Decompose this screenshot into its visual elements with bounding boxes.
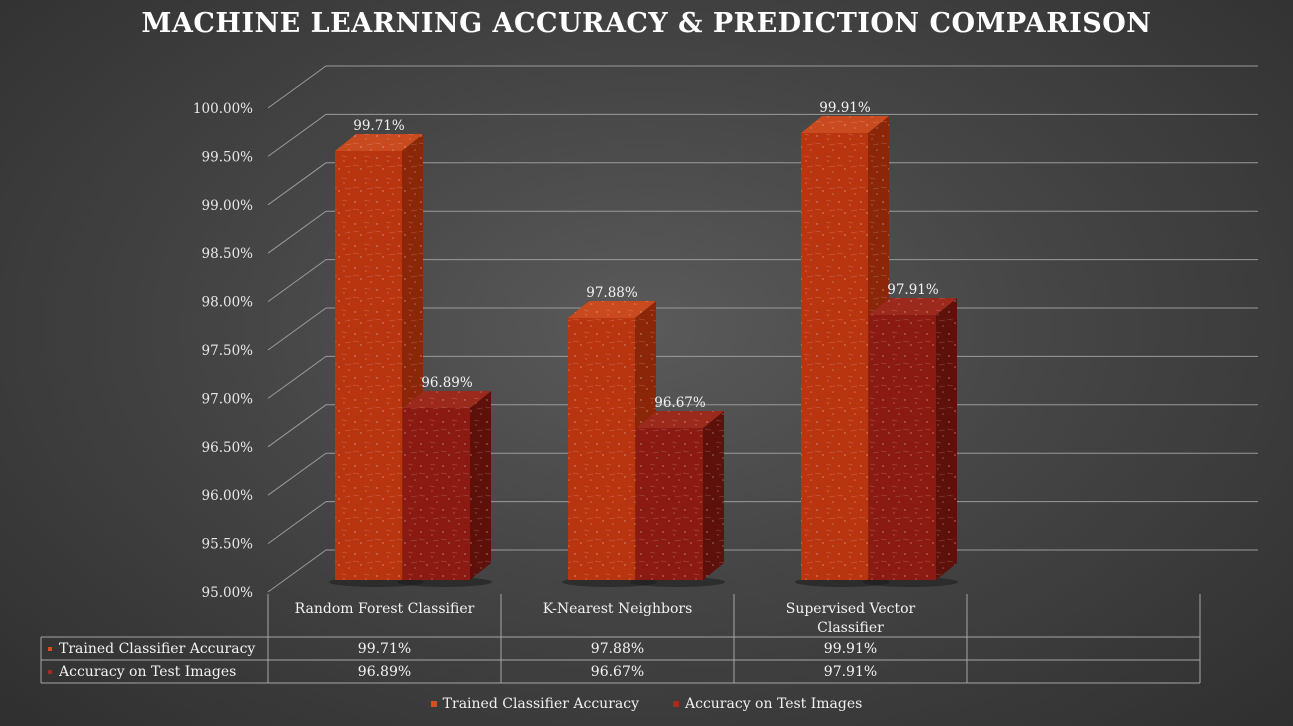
bar-side-texture <box>470 391 491 580</box>
data-labels: 99.71% 96.89% 97.88% 96.67% 99.91% 97.91% <box>353 100 939 411</box>
y-tick-label: 97.50% <box>202 343 254 359</box>
legend-item: Accuracy on Test Images <box>673 696 862 712</box>
bar-texture <box>801 133 868 580</box>
data-label: 96.67% <box>654 395 706 411</box>
table-cell: 97.88% <box>591 641 644 657</box>
bar-texture <box>568 318 635 580</box>
data-label: 97.91% <box>887 282 939 298</box>
gridlines <box>267 65 1258 593</box>
legend-key <box>673 701 679 707</box>
gridline <box>267 259 1258 303</box>
bar-texture <box>869 315 936 580</box>
y-tick-label: 100.00% <box>193 101 253 117</box>
category-label: Classifier <box>817 620 884 636</box>
table-cell: 96.67% <box>591 664 644 680</box>
bar-side-texture <box>703 411 724 580</box>
gridline <box>267 210 1258 254</box>
gridline <box>267 113 1258 157</box>
y-tick-label: 95.50% <box>202 537 254 553</box>
bar-top-texture <box>403 391 491 408</box>
table-cell: 96.89% <box>358 664 411 680</box>
gridline <box>267 162 1258 206</box>
y-tick-label: 99.50% <box>202 149 254 165</box>
legend-key <box>430 701 437 707</box>
bar-top-texture <box>869 298 957 315</box>
y-axis-ticks: 95.00% 95.50% 96.00% 96.50% 97.00% 97.50% 98.0… <box>193 101 253 601</box>
legend-label: Accuracy on Test Images <box>685 696 863 712</box>
table-cell: 99.71% <box>358 641 411 657</box>
y-tick-label: 98.50% <box>202 246 254 262</box>
legend-label: Trained Classifier Accuracy <box>442 696 639 712</box>
chart-title: MACHINE LEARNING ACCURACY & PREDICTION C… <box>141 8 1152 39</box>
gridline <box>267 65 1258 109</box>
table-series-name: Trained Classifier Accuracy <box>59 641 255 657</box>
table-cell: 97.91% <box>824 664 877 680</box>
data-label: 99.71% <box>353 118 405 134</box>
category-label: K-Nearest Neighbors <box>543 601 693 617</box>
bar-texture <box>403 408 470 580</box>
data-label: 96.89% <box>421 375 473 391</box>
bar-top-texture <box>636 411 724 428</box>
y-tick-label: 95.00% <box>202 585 254 601</box>
bar-top-texture <box>568 301 656 318</box>
bar-top-texture <box>335 134 423 151</box>
data-table: Random Forest Classifier K-Nearest Neighb… <box>40 594 1201 684</box>
bar-texture <box>636 428 703 580</box>
bar-side-texture <box>936 298 957 580</box>
category-label: Random Forest Classifier <box>295 601 475 617</box>
bar-top-texture <box>801 116 889 133</box>
legend-item: Trained Classifier Accuracy <box>430 696 639 712</box>
y-tick-label: 98.00% <box>202 295 254 311</box>
data-label: 99.91% <box>819 100 871 116</box>
data-label: 97.88% <box>586 285 638 301</box>
bars <box>329 116 958 587</box>
y-tick-label: 96.50% <box>202 440 254 456</box>
table-series-name: Accuracy on Test Images <box>58 664 236 680</box>
category-label: Supervised Vector <box>786 601 916 617</box>
legend: Trained Classifier Accuracy Accuracy on T… <box>0 696 1293 712</box>
table-legend-key <box>48 670 52 674</box>
y-tick-label: 97.00% <box>202 391 254 407</box>
y-tick-label: 96.00% <box>202 488 254 504</box>
bar-texture <box>335 151 402 580</box>
table-cell: 99.91% <box>824 641 877 657</box>
table-legend-key <box>48 647 52 651</box>
y-tick-label: 99.00% <box>202 198 254 214</box>
